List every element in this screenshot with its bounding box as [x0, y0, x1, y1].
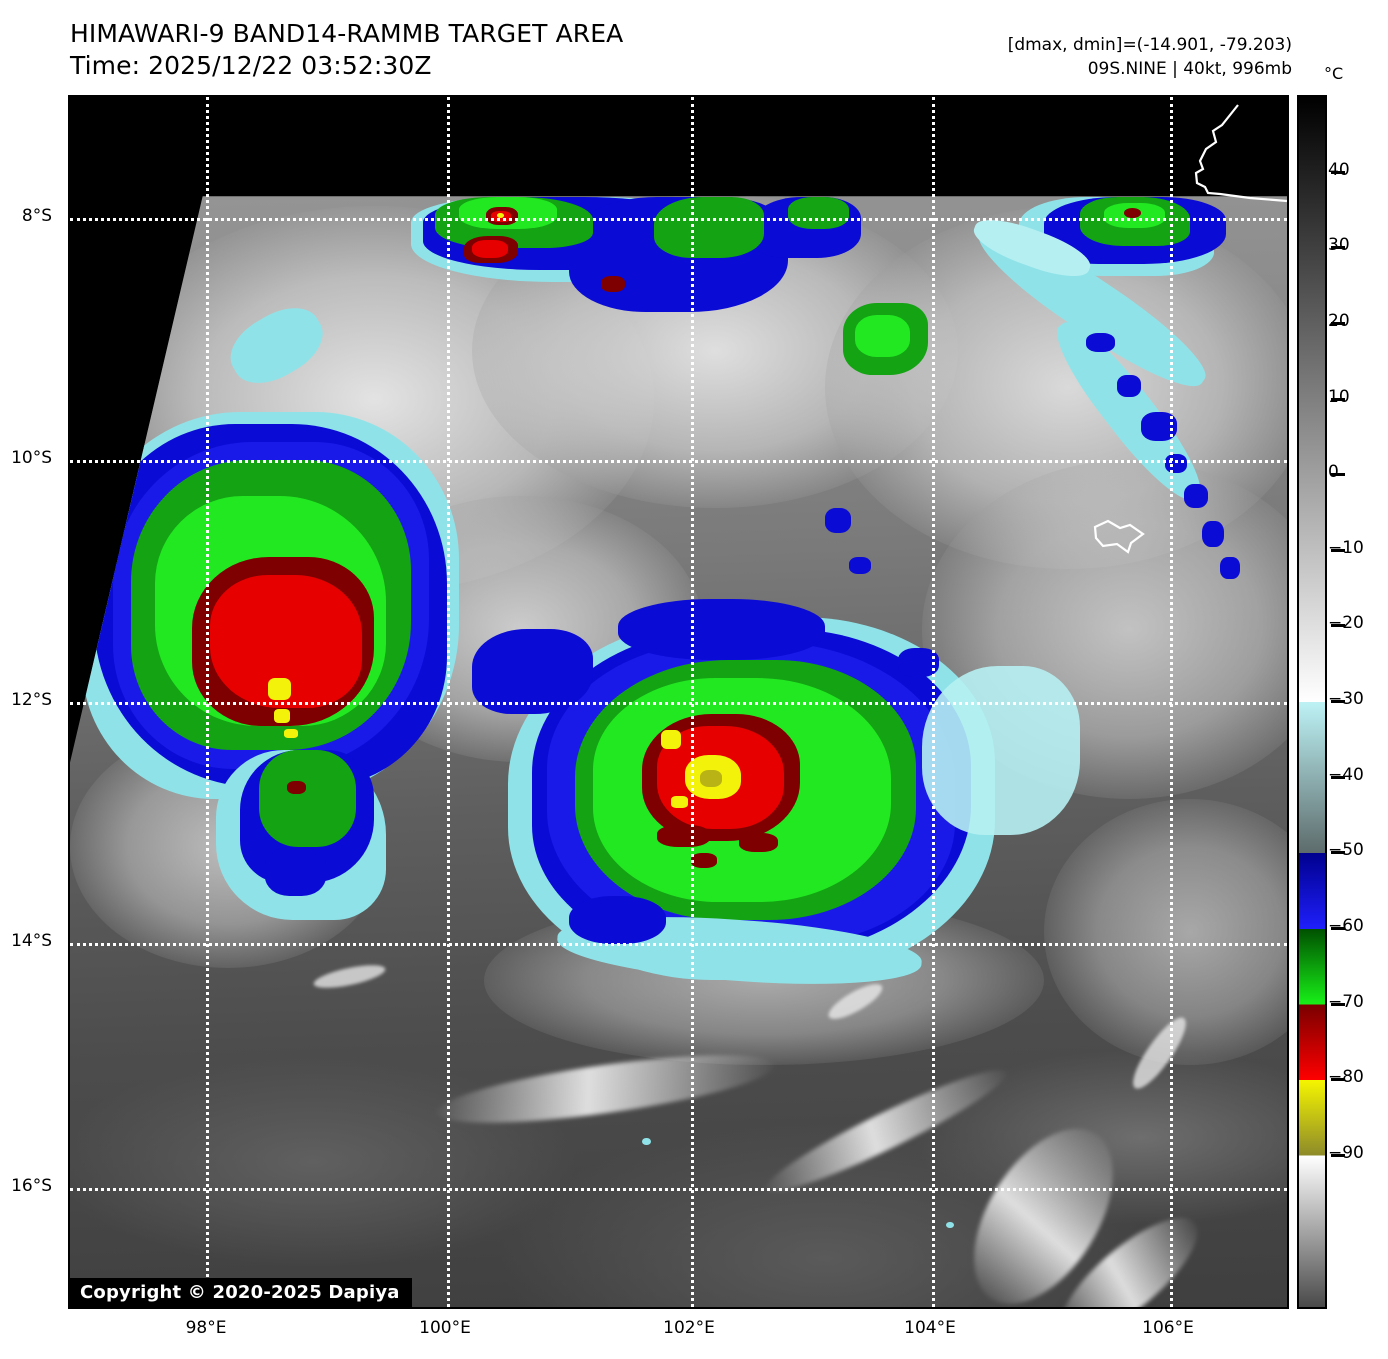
ne-line-blue-5: [1183, 484, 1208, 509]
colorbar-tick: [1331, 926, 1345, 930]
north-band-red-6: [1123, 208, 1141, 218]
colorbar-gradient: [1299, 97, 1325, 1307]
colorbar-tick-label: −10: [1328, 537, 1364, 558]
isolated-blue-cell-2: [848, 556, 871, 574]
cloud-mass-se: [1043, 798, 1287, 1065]
page-title: HIMAWARI-9 BAND14-RAMMB TARGET AREA Time…: [70, 18, 830, 82]
x-tick-label-104E: 104°E: [904, 1318, 956, 1338]
tc-outflow-blue-sw: [568, 895, 667, 944]
x-tick-label-98E: 98°E: [185, 1318, 227, 1338]
colorbar-tick: [1331, 775, 1345, 779]
colorbar-tick: [1331, 321, 1345, 325]
plot-canvas: [70, 97, 1287, 1307]
colorbar-tick-label: 40: [1328, 159, 1350, 180]
ne-line-blue-7: [1220, 556, 1240, 579]
colorbar-tick: [1331, 397, 1345, 401]
isolated-cyan-cell-2: [641, 1137, 651, 1145]
tc-outflow-cyan-e: [921, 665, 1081, 836]
west-cluster-yellow-2: [274, 709, 291, 723]
north-band-yellow-1: [497, 213, 505, 218]
satellite-image-plot[interactable]: [68, 95, 1289, 1309]
colorbar-tick-label: 20: [1328, 310, 1350, 331]
y-tick-label-16S: 16°S: [11, 1176, 52, 1196]
west-cluster-tail-red: [286, 780, 307, 794]
colorbar-units-label: °C: [1324, 64, 1344, 83]
ne-line-blue-6: [1201, 520, 1224, 548]
colorbar-tick-label: 10: [1328, 386, 1350, 407]
colorbar-tick: [1331, 700, 1345, 703]
colorbar-tick: [1331, 548, 1345, 552]
west-cluster-fringe-blue: [264, 847, 326, 896]
ne-line-blue-2: [1116, 375, 1141, 398]
colorbar-tick: [1331, 1153, 1345, 1157]
west-cluster-tail-green: [258, 750, 356, 848]
colorbar-tick-label: −90: [1328, 1142, 1364, 1163]
west-cluster-yellow-3: [284, 728, 298, 739]
north-band-green-4: [788, 197, 849, 229]
dmax-dmin-readout: [dmax, dmin]=(-14.901, -79.203): [1007, 35, 1292, 55]
colorbar-tick-label: 0: [1328, 462, 1339, 483]
tc-red-band-s1: [656, 825, 711, 848]
y-tick-label-8S: 8°S: [21, 206, 52, 226]
tc-outflow-blue-nw: [471, 629, 594, 715]
y-tick-label-14S: 14°S: [11, 931, 52, 951]
tc-olive-center: [700, 769, 723, 787]
west-cluster-yellow-1: [268, 677, 292, 700]
x-tick-label-102E: 102°E: [663, 1318, 715, 1338]
y-tick-label-10S: 10°S: [11, 448, 52, 468]
colorbar[interactable]: [1297, 95, 1327, 1309]
x-tick-label-106E: 106°E: [1142, 1318, 1194, 1338]
colorbar-tick-label: −70: [1328, 991, 1364, 1012]
colorbar-tick: [1331, 851, 1345, 855]
colorbar-tick-label: −50: [1328, 840, 1364, 861]
sumatra-coastline-icon: [1194, 104, 1287, 203]
colorbar-tick: [1331, 1078, 1345, 1082]
ne-line-blue-1: [1086, 332, 1116, 353]
tc-outflow-blue-n: [617, 599, 825, 660]
north-band-red-4: [471, 239, 509, 258]
tc-red-band-s2: [739, 832, 779, 853]
y-tick-label-12S: 12°S: [11, 690, 52, 710]
copyright-watermark: Copyright © 2020-2025 Dapiya: [68, 1278, 412, 1308]
tc-red-band-s3: [690, 853, 718, 868]
isolated-cyan-cell-3: [946, 1222, 954, 1229]
storm-id-intensity-readout: 09S.NINE | 40kt, 996mb: [1087, 59, 1292, 79]
colorbar-tick-label: −60: [1328, 915, 1364, 936]
colorbar-tick: [1331, 624, 1345, 628]
coastline-overlay: [1093, 104, 1287, 554]
colorbar-tick: [1331, 473, 1345, 477]
tc-yellow-fleck-1: [661, 729, 681, 750]
isolated-blue-cell-1: [824, 508, 852, 533]
x-tick-label-100E: 100°E: [419, 1318, 471, 1338]
title-line-1: HIMAWARI-9 BAND14-RAMMB TARGET AREA: [70, 19, 624, 48]
north-band-green-3: [654, 197, 764, 258]
colorbar-tick-label: −20: [1328, 613, 1364, 634]
colorbar-tick-label: −30: [1328, 689, 1364, 709]
island-outline-icon: [1093, 519, 1145, 554]
north-band-red-5: [600, 276, 625, 292]
colorbar-tick-label: −40: [1328, 764, 1364, 785]
colorbar-tick: [1331, 246, 1345, 250]
north-band-green-8: [854, 314, 910, 358]
title-line-2-timestamp: Time: 2025/12/22 03:52:30Z: [70, 51, 432, 80]
colorbar-tick: [1331, 1002, 1345, 1006]
colorbar-tick: [1331, 170, 1345, 174]
colorbar-tick-label: −80: [1328, 1067, 1364, 1088]
colorbar-tick-label: 30: [1328, 235, 1350, 256]
tc-yellow-fleck-2: [671, 796, 689, 809]
header-metadata: [dmax, dmin]=(-14.901, -79.203) 09S.NINE…: [872, 33, 1292, 81]
